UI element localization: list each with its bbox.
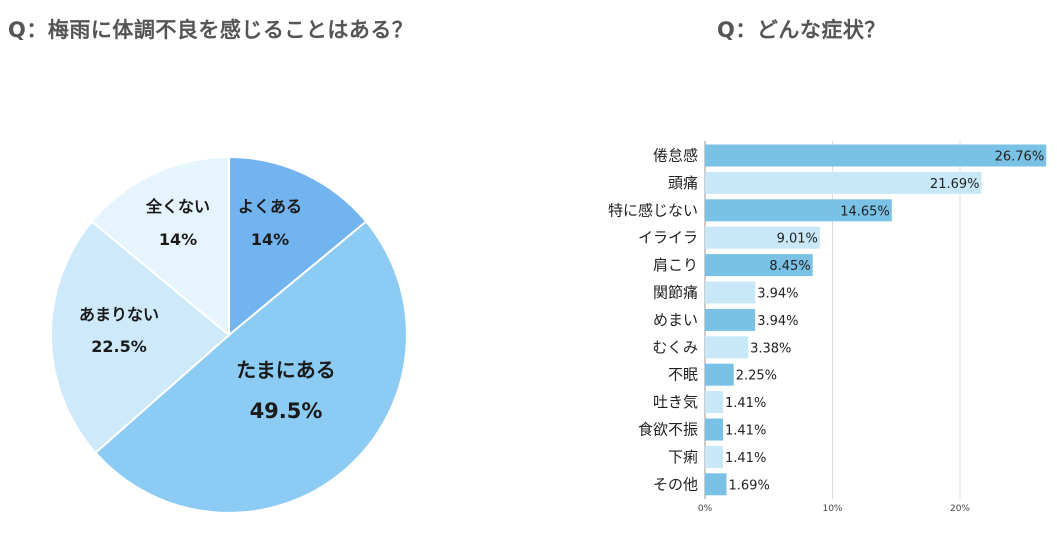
bar-value-label: 3.94% <box>757 314 798 329</box>
bar <box>705 281 756 304</box>
bar-value-label: 1.41% <box>725 396 766 411</box>
bar <box>705 445 723 468</box>
bar-category-label: イライラ <box>638 229 698 247</box>
pie-slice <box>50 220 231 455</box>
bar-category-label: めまい <box>653 311 698 329</box>
bar <box>705 144 1047 167</box>
bar-value-label: 3.94% <box>757 287 798 302</box>
bar <box>705 308 756 331</box>
bar-category-label: 倦怠感 <box>653 147 698 165</box>
bar-value-label: 1.69% <box>729 478 770 493</box>
pie-slice-label: 全くない <box>145 197 210 216</box>
bar-value-label: 8.45% <box>769 259 810 274</box>
bar-value-label: 2.25% <box>736 369 777 384</box>
bar <box>705 363 734 386</box>
bar-category-label: 下痢 <box>668 448 698 466</box>
bar-value-label: 14.65% <box>840 204 890 219</box>
pie-slice <box>90 155 230 338</box>
pie-slice-label: よくある <box>238 197 302 216</box>
bar <box>705 336 749 359</box>
pie-slice-label: たまにある <box>236 358 335 382</box>
bar-category-label: 特に感じない <box>608 201 698 219</box>
pie-slice-value: 22.5% <box>91 337 147 356</box>
bar-category-label: 吐き気 <box>653 393 698 411</box>
x-tick-label: 20% <box>950 504 970 514</box>
bar <box>705 226 820 249</box>
pie-slice-label: あまりない <box>79 305 159 324</box>
bar-value-label: 3.38% <box>750 341 791 356</box>
bar-value-label: 1.41% <box>725 451 766 466</box>
pie-chart-title: Q：梅雨に体調不良を感じることはある？ <box>8 18 414 42</box>
bar-value-label: 21.69% <box>930 177 980 192</box>
bar <box>705 171 982 194</box>
x-tick-label: 10% <box>822 504 842 514</box>
bar <box>705 199 892 222</box>
bar-category-label: むくみ <box>652 338 698 356</box>
bar-category-label: 頭痛 <box>668 174 698 192</box>
bar-value-label: 9.01% <box>777 232 818 247</box>
pie-slice <box>228 155 368 338</box>
pie-slice-value: 14% <box>251 230 289 249</box>
bar <box>705 418 723 441</box>
bar-category-label: 不眠 <box>668 366 698 384</box>
bar-value-label: 1.41% <box>725 424 766 439</box>
pie-slice <box>94 220 408 514</box>
x-tick-label: 0% <box>698 504 713 514</box>
bar-category-label: 関節痛 <box>653 284 698 302</box>
bar-category-label: 肩こり <box>653 256 698 274</box>
pie-slice-value: 49.5% <box>250 399 323 423</box>
pie-slice-value: 14% <box>159 230 197 249</box>
bar-category-label: 食欲不振 <box>638 421 698 439</box>
bar-chart-title: Q：どんな症状？ <box>717 18 886 42</box>
bar <box>705 473 727 496</box>
bar-value-label: 26.76% <box>995 150 1045 165</box>
bar-category-label: その他 <box>653 475 698 493</box>
bar <box>705 254 813 277</box>
bar <box>705 391 723 414</box>
